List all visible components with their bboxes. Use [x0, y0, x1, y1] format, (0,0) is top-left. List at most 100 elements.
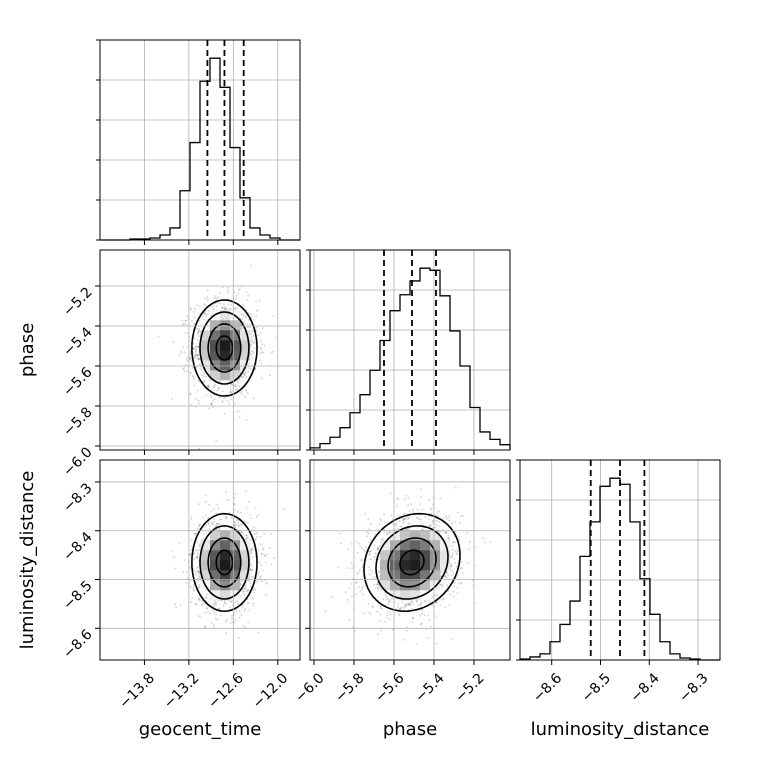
sample-point	[396, 505, 398, 507]
sample-point	[210, 510, 213, 512]
sample-point	[439, 497, 442, 500]
sample-point	[376, 548, 379, 551]
sample-point	[247, 371, 250, 373]
sample-point	[197, 553, 200, 556]
sample-point	[195, 570, 198, 572]
sample-point	[377, 528, 379, 531]
density-cell	[200, 570, 211, 581]
sample-point	[370, 613, 372, 616]
sample-point	[416, 643, 418, 646]
sample-point	[197, 354, 199, 357]
sample-point	[218, 607, 221, 610]
sample-point	[229, 388, 232, 390]
sample-point	[348, 618, 351, 621]
sample-point	[247, 589, 249, 591]
sample-point	[377, 587, 379, 589]
sample-point	[399, 607, 401, 610]
sample-point	[230, 517, 233, 520]
density-cell	[240, 340, 251, 351]
density-cell	[210, 590, 221, 601]
density-cell	[420, 560, 431, 571]
sample-point	[432, 503, 434, 506]
sample-point	[448, 514, 451, 517]
sample-point	[402, 519, 405, 521]
sample-point	[402, 638, 405, 641]
sample-point	[173, 556, 176, 559]
sample-point	[456, 586, 459, 589]
sample-point	[360, 558, 363, 561]
sample-point	[226, 286, 229, 289]
sample-point	[434, 526, 437, 529]
sample-point	[348, 587, 351, 590]
sample-point	[386, 533, 389, 536]
sample-point	[215, 439, 218, 442]
sample-point	[214, 384, 217, 386]
sample-point	[444, 606, 447, 608]
sample-point	[224, 601, 226, 603]
sample-point	[198, 357, 200, 360]
density-cell	[240, 550, 251, 561]
sample-point	[253, 347, 256, 349]
sample-point	[195, 541, 198, 544]
sample-point	[429, 601, 432, 604]
sample-point	[225, 308, 227, 311]
sample-point	[226, 618, 228, 621]
density-cell	[400, 570, 411, 581]
density-cell	[410, 560, 421, 571]
sample-point	[195, 366, 198, 369]
phase-vs-luminosity_distance-xtick-label: −5.2	[452, 670, 487, 705]
sample-point	[420, 528, 423, 531]
sample-point	[198, 335, 200, 337]
sample-point	[193, 552, 196, 555]
density-cell	[240, 570, 251, 581]
sample-point	[457, 536, 460, 539]
sample-point	[405, 528, 408, 531]
sample-point	[253, 526, 256, 529]
sample-point	[447, 534, 450, 537]
sample-point	[243, 593, 246, 596]
density-cell	[210, 370, 221, 381]
sample-point	[440, 570, 442, 573]
density-cell	[410, 570, 421, 581]
sample-point	[427, 637, 430, 639]
sample-point	[198, 357, 201, 360]
sample-point	[350, 543, 353, 545]
sample-point	[407, 517, 410, 519]
sample-point	[194, 354, 196, 357]
contour-line	[207, 537, 242, 588]
sample-point	[198, 599, 201, 601]
sample-point	[368, 550, 370, 553]
sample-point	[474, 546, 476, 548]
sample-point	[203, 612, 206, 614]
density-cell	[230, 560, 241, 571]
sample-point	[380, 605, 383, 608]
sample-point	[224, 517, 227, 520]
sample-point	[421, 508, 424, 511]
sample-point	[412, 508, 414, 511]
sample-point	[420, 496, 422, 498]
sample-point	[261, 553, 263, 555]
sample-point	[384, 620, 386, 623]
sample-point	[246, 299, 249, 302]
density-cell	[380, 540, 391, 551]
sample-point	[250, 354, 253, 357]
sample-point	[196, 566, 199, 569]
sample-point	[201, 600, 204, 602]
density-cell	[410, 520, 421, 531]
sample-point	[208, 384, 210, 387]
sample-point	[248, 589, 250, 592]
density-cell	[420, 530, 431, 541]
density-cell	[240, 330, 251, 341]
sample-point	[379, 613, 382, 616]
sample-point	[197, 353, 200, 356]
sample-point	[195, 556, 198, 559]
sample-point	[435, 602, 437, 604]
geocent_time-vs-luminosity_distance-ytick-label: −8.5	[60, 578, 95, 613]
sample-point	[366, 535, 369, 538]
sample-point	[261, 580, 264, 582]
sample-point	[239, 523, 242, 526]
sample-point	[372, 606, 375, 609]
sample-point	[456, 592, 459, 594]
sample-point	[405, 518, 408, 520]
sample-point	[198, 523, 201, 526]
